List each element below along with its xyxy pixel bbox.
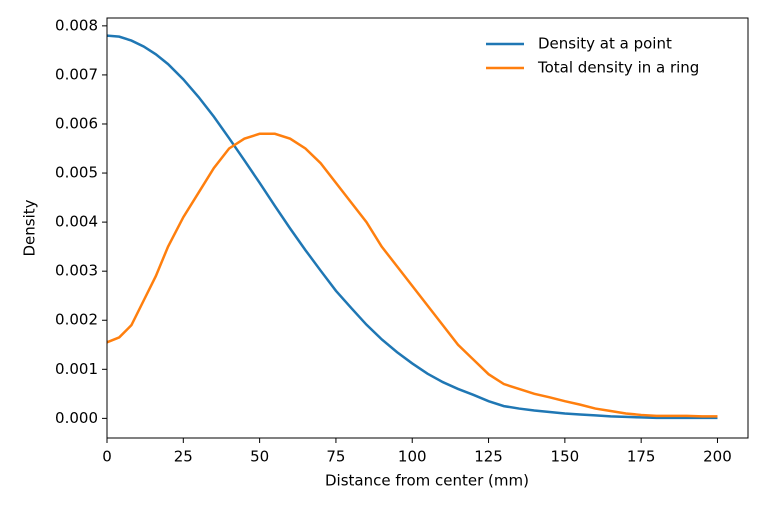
x-tick-label: 125 <box>474 448 503 466</box>
y-tick-label: 0.000 <box>55 409 98 427</box>
y-tick-label: 0.003 <box>55 262 98 280</box>
legend-label: Density at a point <box>538 35 672 53</box>
data-line <box>106 132 718 418</box>
x-tick-label: 175 <box>627 448 656 466</box>
data-line <box>106 34 718 420</box>
x-tick-label: 100 <box>398 448 427 466</box>
x-tick-label: 75 <box>326 448 345 466</box>
x-tick-label: 200 <box>703 448 732 466</box>
x-axis-label: Distance from center (mm) <box>325 472 529 490</box>
y-tick-label: 0.007 <box>55 65 98 83</box>
legend-label: Total density in a ring <box>537 59 699 77</box>
y-tick-label: 0.001 <box>55 360 98 378</box>
y-tick-label: 0.006 <box>55 114 98 132</box>
x-tick-label: 150 <box>551 448 580 466</box>
plot-frame <box>106 17 749 439</box>
x-tick-label: 25 <box>174 448 193 466</box>
y-tick-label: 0.008 <box>55 16 98 34</box>
y-tick-label: 0.005 <box>55 164 98 182</box>
x-tick-label: 0 <box>102 448 112 466</box>
y-tick-label: 0.002 <box>55 311 98 329</box>
y-axis-label: Density <box>21 199 39 256</box>
x-tick-label: 50 <box>250 448 269 466</box>
y-tick-label: 0.004 <box>55 213 98 231</box>
